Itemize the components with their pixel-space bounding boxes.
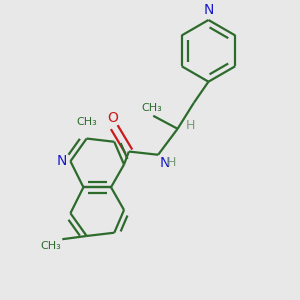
Text: N: N bbox=[57, 154, 67, 168]
Text: H: H bbox=[186, 119, 195, 132]
Text: N: N bbox=[160, 156, 170, 170]
Text: N: N bbox=[203, 3, 214, 17]
Text: CH₃: CH₃ bbox=[141, 103, 162, 113]
Text: CH₃: CH₃ bbox=[76, 117, 97, 127]
Text: H: H bbox=[167, 156, 177, 169]
Text: CH₃: CH₃ bbox=[40, 241, 61, 251]
Text: O: O bbox=[107, 111, 118, 124]
